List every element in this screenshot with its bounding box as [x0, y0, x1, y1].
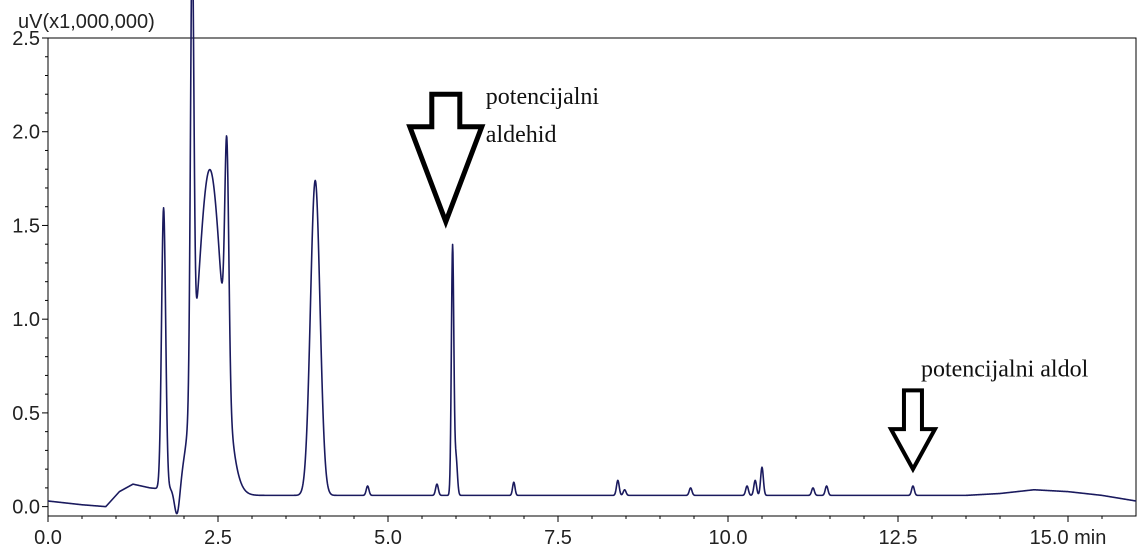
ticks: 0.0 2.5 5.0 7.5 10.0 12.5 15.0 min 0.0 0.5 1.0 1.5…	[12, 28, 1106, 549]
y-tick-label: 2.0	[12, 122, 40, 144]
x-tick-label: 7.5	[544, 527, 572, 549]
annotation-label: potencijalni	[486, 84, 600, 110]
y-axis-unit-label: uV(x1,000,000)	[18, 11, 155, 33]
x-tick-label: 12.5	[879, 527, 918, 549]
y-tick-label: 0.5	[12, 403, 40, 425]
annotation-arrow	[887, 388, 939, 474]
y-tick-label: 1.5	[12, 215, 40, 237]
annotation-label: aldehid	[486, 122, 557, 148]
x-tick-label: 5.0	[374, 527, 402, 549]
y-tick-label: 0.0	[12, 497, 40, 519]
x-tick-label: 0.0	[34, 527, 62, 549]
x-tick-label: 10.0	[709, 527, 748, 549]
annotations: potencijalni aldehid potencijalni aldol	[406, 84, 1089, 474]
x-tick-label: 15.0 min	[1030, 527, 1107, 549]
x-tick-label: 2.5	[204, 527, 232, 549]
annotation-label: potencijalni aldol	[921, 356, 1089, 382]
chromatogram-trace	[47, 0, 1137, 515]
y-tick-label: 1.0	[12, 309, 40, 331]
y-tick-label: 2.5	[12, 28, 40, 50]
annotation-arrow	[406, 91, 486, 229]
